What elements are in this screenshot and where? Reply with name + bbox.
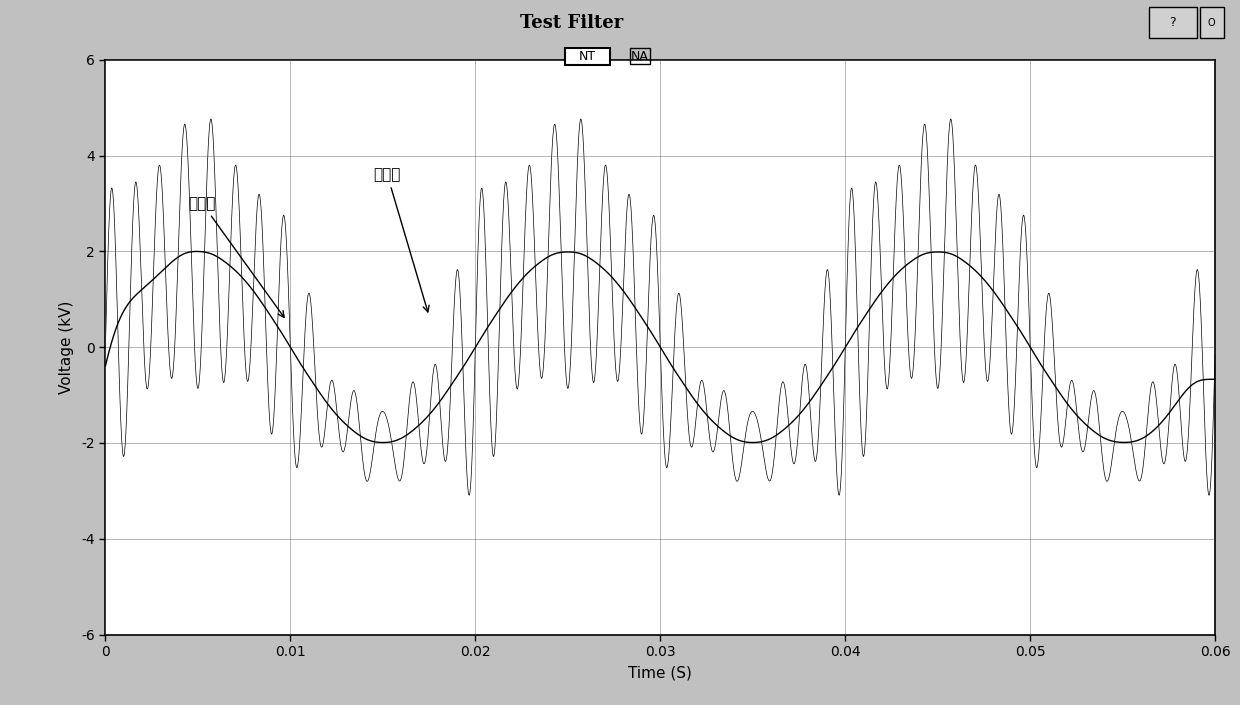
Bar [1148, 7, 1198, 38]
Text: 滤波前: 滤波前 [188, 196, 284, 317]
Bar [565, 48, 610, 65]
X-axis label: Time (S): Time (S) [629, 666, 692, 681]
Text: 滤波后: 滤波后 [373, 167, 429, 312]
Text: Test Filter: Test Filter [520, 14, 622, 32]
Text: NT: NT [579, 49, 596, 63]
Y-axis label: Voltage (kV): Voltage (kV) [60, 300, 74, 394]
Bar [1199, 7, 1224, 38]
Text: O: O [1208, 18, 1215, 28]
Text: NA: NA [631, 49, 649, 63]
Text: ?: ? [1169, 16, 1177, 30]
